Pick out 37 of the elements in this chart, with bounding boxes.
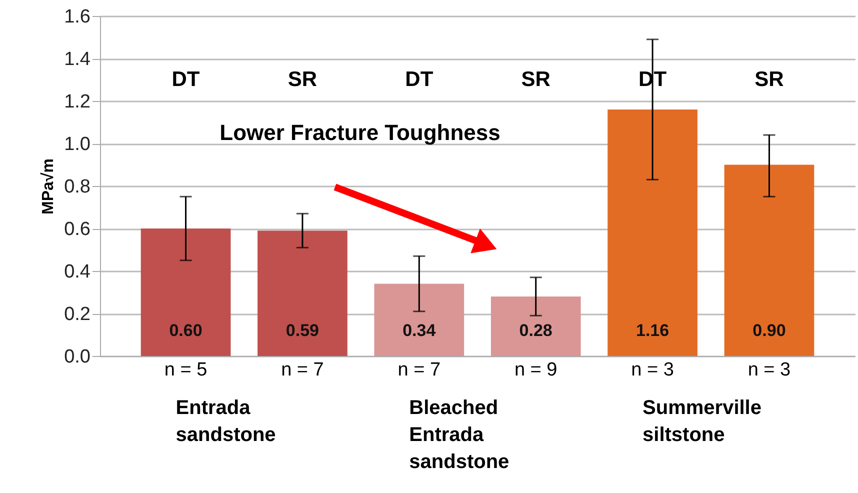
y-axis-title: MPa√m [40,158,58,214]
y-tick-label: 1.4 [64,49,91,70]
x-tick-label: n = 7 [281,360,324,380]
y-tick-label: 0.0 [64,346,90,368]
text: Summerville siltstone [642,397,762,446]
data-label: 1.16 [636,321,670,340]
y-tick-label: 0.8 [64,176,90,198]
annotation: DT [405,68,434,91]
data-label: 0.59 [286,321,320,340]
bar [490,296,581,356]
data-label: 0.28 [519,321,552,340]
x-tick-label: n = 5 [164,360,208,380]
bar [258,230,348,356]
y-tick-label: 0.6 [64,219,90,240]
annotation: Lower Fracture Toughness [220,120,500,145]
bar [724,164,814,356]
annotation: DT [172,68,200,91]
x-tick-label: n = 9 [514,360,558,380]
annotation: SR [521,68,550,91]
bar [374,284,464,356]
y-tick-label: 1.6 [64,6,90,28]
x-tick-label: n = 3 [631,360,674,380]
bar [608,110,698,356]
x-tick-label: n = 3 [748,360,791,380]
data-label: 0.90 [752,321,786,340]
annotation: SR [288,68,318,91]
data-label: 0.60 [169,321,202,340]
y-tick-label: 0.4 [64,262,91,282]
text: Bleached Entrada sandstone [409,397,510,473]
y-tick-label: 1.2 [64,92,90,112]
y-tick-label: 1.0 [64,134,90,155]
text: Entrada sandstone [176,397,276,446]
y-tick-label: 0.2 [64,304,90,325]
data-label: 0.34 [402,321,436,340]
annotation: SR [754,68,784,91]
bar [140,228,231,356]
x-tick-label: n = 7 [398,360,441,380]
